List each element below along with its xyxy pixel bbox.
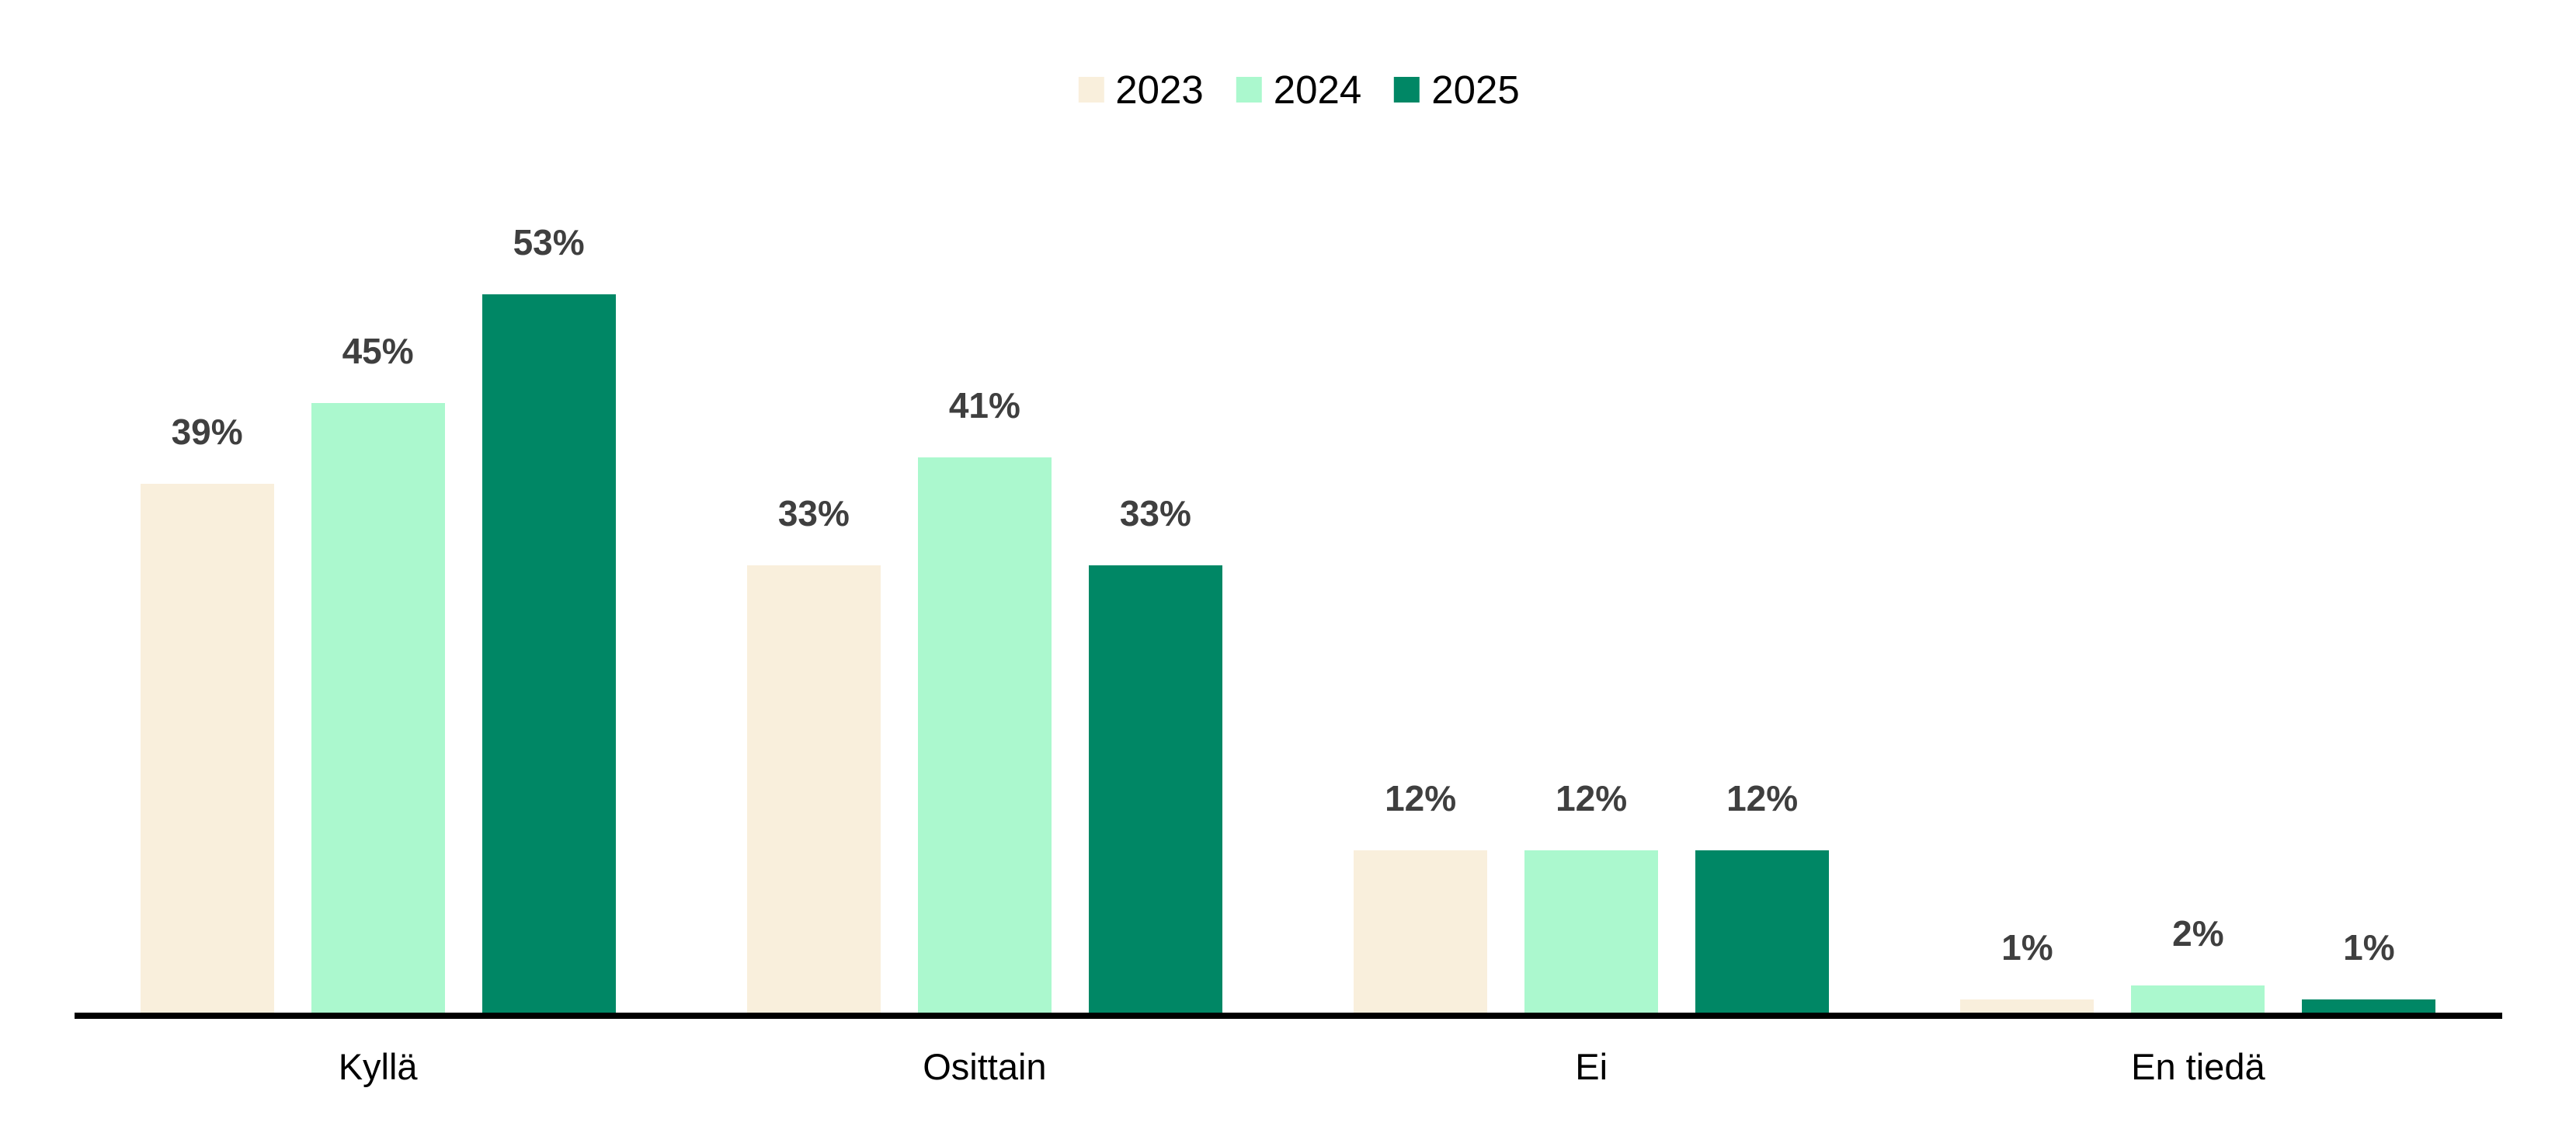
legend-swatch-2023 — [1078, 77, 1104, 103]
legend-swatch-2024 — [1236, 77, 1262, 103]
legend-item-2025: 2025 — [1394, 68, 1520, 112]
category-label-kyllä: Kyllä — [338, 1046, 418, 1087]
bar-wrap-2024-en-tiedä: 2% — [2131, 916, 2265, 1013]
bar-wrap-2023-kyllä: 39% — [140, 414, 274, 1013]
bar-wrap-2024-ei: 12% — [1524, 780, 1659, 1013]
bar-group-en-tiedä: 1% 2% 1% — [1960, 916, 2436, 1013]
value-label-2024-ei: 12% — [1556, 778, 1628, 818]
bar-group-kyllä: 39% 45% 53% — [140, 224, 616, 1013]
value-label-2025-osittain: 33% — [1119, 493, 1191, 533]
value-label-2024-en-tiedä: 2% — [2172, 913, 2224, 954]
value-label-2023-kyllä: 39% — [171, 412, 243, 452]
bar-2023-ei — [1354, 850, 1488, 1013]
bar-2024-osittain — [917, 457, 1052, 1013]
bar-2025-ei — [1695, 850, 1830, 1013]
value-label-2024-osittain: 41% — [948, 385, 1020, 426]
legend-label-2024: 2024 — [1273, 68, 1362, 112]
legend-item-2024: 2024 — [1236, 70, 1361, 109]
value-label-2024-kyllä: 45% — [342, 331, 414, 371]
value-label-2023-en-tiedä: 1% — [2001, 927, 2053, 968]
bar-2025-osittain — [1088, 565, 1222, 1013]
bar-wrap-2025-ei: 12% — [1695, 780, 1830, 1013]
category-label-osittain: Osittain — [923, 1046, 1047, 1087]
bar-wrap-2023-ei: 12% — [1354, 780, 1488, 1013]
x-axis-line — [75, 1013, 2502, 1019]
bar-wrap-2024-osittain: 41% — [917, 388, 1052, 1013]
bar-group-osittain: 33% 41% 33% — [746, 388, 1222, 1013]
chart-legend: 2023 2024 2025 — [1078, 68, 1520, 112]
bar-2025-en-tiedä — [2302, 999, 2436, 1013]
bar-2023-kyllä — [140, 484, 274, 1013]
plot-area: 39% 45% 53% 33% 41% 33% 12% 12% 12% 1% 2% 1% — [75, 0, 2501, 1013]
x-axis-category-labels: Kyllä Osittain Ei En tiedä — [75, 1046, 2501, 1088]
category-label-ei: Ei — [1575, 1046, 1608, 1087]
bar-2024-en-tiedä — [2131, 985, 2265, 1013]
bar-2023-en-tiedä — [1960, 999, 2095, 1013]
bar-wrap-2023-en-tiedä: 1% — [1960, 930, 2095, 1013]
bar-group-ei: 12% 12% 12% — [1354, 780, 1830, 1013]
value-label-2023-osittain: 33% — [777, 493, 850, 533]
value-label-2023-ei: 12% — [1385, 778, 1457, 818]
bar-2023-osittain — [746, 565, 881, 1013]
bar-wrap-2024-kyllä: 45% — [311, 333, 445, 1013]
bar-wrap-2025-osittain: 33% — [1088, 495, 1222, 1013]
value-label-2025-en-tiedä: 1% — [2343, 927, 2395, 968]
legend-label-2023: 2023 — [1115, 68, 1204, 112]
value-label-2025-kyllä: 53% — [513, 222, 585, 262]
bar-wrap-2025-en-tiedä: 1% — [2302, 930, 2436, 1013]
legend-label-2025: 2025 — [1431, 68, 1520, 112]
value-label-2025-ei: 12% — [1726, 778, 1799, 818]
legend-item-2023: 2023 — [1078, 68, 1204, 112]
bar-2024-ei — [1524, 850, 1659, 1013]
bar-wrap-2023-osittain: 33% — [746, 495, 881, 1013]
category-label-en-tiedä: En tiedä — [2131, 1046, 2265, 1087]
bar-wrap-2025-kyllä: 53% — [481, 224, 616, 1013]
bar-2025-kyllä — [481, 294, 616, 1013]
legend-swatch-2025 — [1394, 77, 1420, 103]
bar-2024-kyllä — [311, 403, 445, 1013]
